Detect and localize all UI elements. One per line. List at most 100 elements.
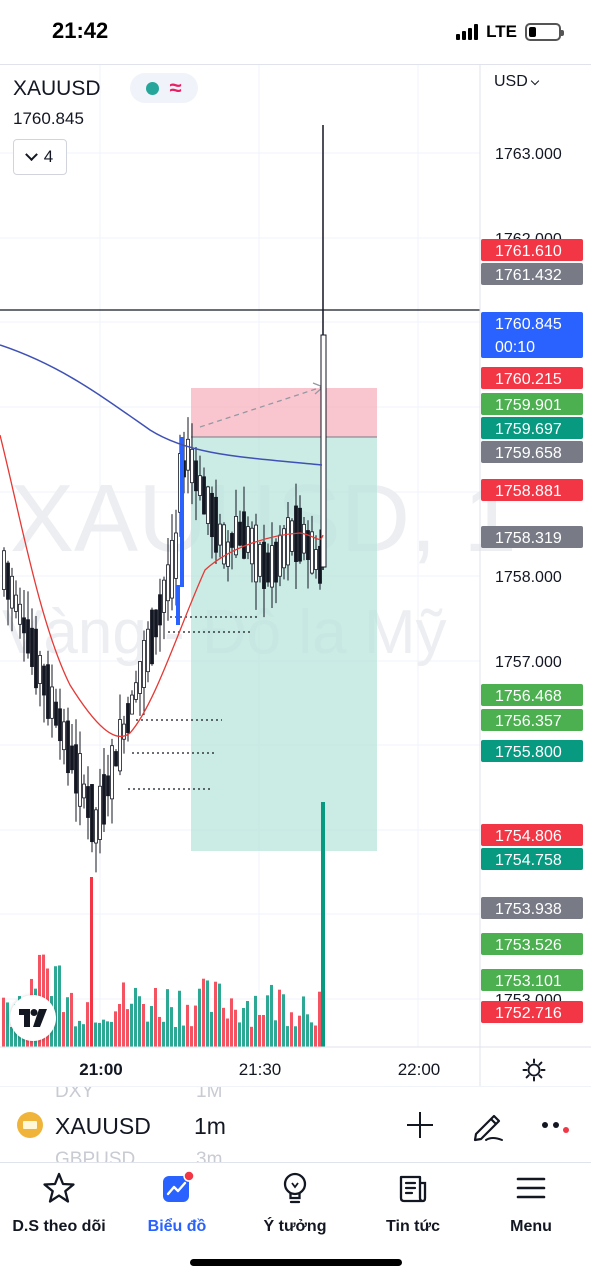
time-axis-tick: 22:00 (398, 1060, 441, 1079)
volume-bar (10, 1026, 13, 1047)
time-axis-tick: 21:00 (79, 1060, 122, 1079)
price-label (481, 684, 583, 706)
candle-body (150, 609, 154, 665)
candle-body (210, 492, 214, 538)
volume-bar (58, 965, 61, 1047)
candle-body (262, 541, 266, 589)
candle-body (302, 523, 306, 554)
candle-body (186, 438, 190, 471)
more-options-icon[interactable] (540, 1119, 574, 1133)
nav-item-news[interactable]: Tin tức (354, 1171, 472, 1241)
volume-bar (242, 1007, 245, 1047)
candle-body (270, 545, 274, 588)
gold-icon (17, 1112, 43, 1138)
candle-body (278, 534, 282, 577)
settings-gear-icon[interactable] (522, 1058, 546, 1082)
tradingview-logo-icon[interactable] (10, 995, 56, 1041)
volume-bar (106, 1021, 109, 1047)
volume-bar (90, 877, 93, 1047)
nav-label: Menu (510, 1218, 552, 1235)
price-label (481, 709, 583, 731)
candle-body (50, 686, 54, 719)
volume-bar (270, 984, 273, 1047)
ghost-symbol-dxy: DXY (55, 1086, 95, 1102)
price-label-text: 1759.697 (495, 421, 562, 438)
volume-bar (142, 1003, 145, 1047)
candle-body (258, 544, 262, 577)
volume-bar (234, 1009, 237, 1047)
candle-body (154, 609, 158, 638)
volume-bar (146, 1021, 149, 1047)
status-bar: 21:42 LTE (0, 0, 591, 64)
candle-body (102, 774, 106, 825)
nav-item-ideas[interactable]: Ý tưởng (236, 1171, 354, 1241)
nav-item-chart[interactable]: Biểu đồ (118, 1170, 236, 1241)
market-status-pill[interactable]: ≈ (130, 73, 198, 103)
add-plus-icon[interactable] (404, 1109, 436, 1141)
price-axis-tick: 1758.000 (495, 569, 562, 586)
signal-icon (456, 24, 479, 40)
chart-symbol[interactable]: XAUUSD (13, 77, 101, 100)
volume-bar (2, 997, 5, 1047)
volume-bar (158, 1016, 161, 1047)
price-label (481, 848, 583, 870)
candle-body (250, 527, 254, 565)
chevron-down-icon (530, 76, 540, 85)
volume-bar (298, 1015, 301, 1047)
nav-item-menu[interactable]: Menu (472, 1171, 590, 1241)
slow-moving-average-line (0, 344, 323, 466)
price-label (481, 312, 583, 358)
take-profit-zone (191, 437, 377, 851)
candle-body (26, 619, 30, 654)
symbol-selector[interactable]: XAUUSD (55, 1113, 151, 1139)
price-label (481, 933, 583, 955)
candle-body (230, 533, 234, 548)
nav-label: D.S theo dõi (12, 1218, 106, 1235)
volume-bar (286, 1026, 289, 1047)
price-label (481, 526, 583, 548)
currency-label: USD (494, 73, 528, 90)
nav-item-watchlist[interactable]: D.S theo dõi (0, 1171, 118, 1241)
candle-body (138, 661, 142, 694)
price-label-text: 1753.938 (495, 901, 562, 918)
candle-body (170, 539, 174, 599)
volume-bar (178, 990, 181, 1047)
volume-bar (254, 995, 257, 1047)
volume-bar (282, 994, 285, 1047)
fast-moving-average-line (0, 434, 324, 738)
candle-body (34, 628, 38, 689)
delayed-data-icon: ≈ (169, 75, 182, 100)
price-label-text: 1755.800 (495, 744, 562, 761)
drawing-pen-icon[interactable] (470, 1107, 506, 1143)
volume-bar (94, 1022, 97, 1047)
status-icons: LTE (456, 21, 564, 43)
price-label (481, 1001, 583, 1023)
price-label (481, 263, 583, 285)
candle-body (310, 531, 314, 574)
candle-body (46, 664, 50, 719)
volume-bar (321, 802, 325, 1047)
volume-bar (186, 1004, 189, 1047)
candle-body (146, 628, 150, 673)
price-label-text: 1758.319 (495, 530, 562, 547)
candle-body (38, 655, 42, 684)
candle-body (114, 751, 118, 767)
volume-bar (206, 980, 209, 1047)
price-label (481, 824, 583, 846)
volume-bar (154, 987, 157, 1047)
price-axis-tick: 1757.000 (495, 654, 562, 671)
candle-body (238, 521, 242, 546)
candle-body (122, 723, 126, 740)
indicators-toggle-button[interactable]: 4 (13, 139, 67, 175)
candle-body (162, 579, 166, 613)
news-icon (399, 1175, 427, 1203)
projection-line (199, 386, 323, 428)
volume-bar (250, 1026, 253, 1047)
interval-selector[interactable]: 1m (194, 1113, 226, 1139)
menu-icon (516, 1177, 546, 1199)
indicator-count: 4 (43, 147, 54, 166)
currency-button[interactable]: USD (494, 73, 540, 91)
chevron-down-icon (24, 147, 38, 161)
